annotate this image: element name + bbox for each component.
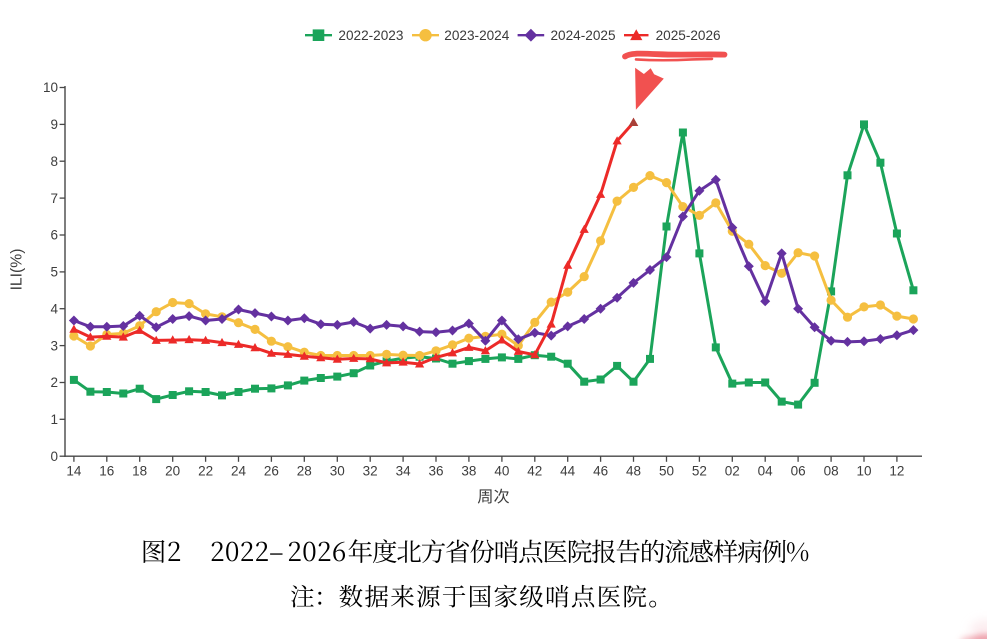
- svg-text:48: 48: [626, 464, 641, 479]
- svg-text:ILI(%): ILI(%): [9, 249, 26, 291]
- svg-text:3: 3: [50, 338, 58, 353]
- svg-text:0: 0: [50, 449, 58, 464]
- svg-text:2022-2023: 2022-2023: [338, 28, 403, 43]
- svg-text:16: 16: [99, 464, 114, 479]
- svg-text:26: 26: [264, 464, 279, 479]
- svg-text:6: 6: [50, 228, 58, 243]
- svg-text:2023-2024: 2023-2024: [444, 28, 509, 43]
- svg-text:50: 50: [659, 464, 674, 479]
- svg-text:08: 08: [824, 464, 839, 479]
- svg-text:7: 7: [50, 191, 58, 206]
- svg-text:22: 22: [198, 464, 213, 479]
- svg-text:2024-2025: 2024-2025: [551, 28, 616, 43]
- svg-text:2: 2: [50, 375, 58, 390]
- svg-text:04: 04: [758, 464, 774, 479]
- svg-text:1: 1: [50, 412, 58, 427]
- svg-text:42: 42: [527, 464, 542, 479]
- svg-text:02: 02: [725, 464, 740, 479]
- svg-text:14: 14: [66, 464, 82, 479]
- svg-text:24: 24: [231, 464, 247, 479]
- svg-text:34: 34: [396, 464, 412, 479]
- svg-text:40: 40: [494, 464, 509, 479]
- svg-text:4: 4: [50, 301, 58, 316]
- svg-text:9: 9: [50, 117, 58, 132]
- svg-text:52: 52: [692, 464, 707, 479]
- svg-text:10: 10: [43, 80, 58, 95]
- svg-text:20: 20: [165, 464, 180, 479]
- svg-text:44: 44: [560, 464, 576, 479]
- svg-text:12: 12: [889, 464, 904, 479]
- svg-text:36: 36: [428, 464, 443, 479]
- svg-text:5: 5: [50, 265, 58, 280]
- svg-text:8: 8: [50, 154, 58, 169]
- svg-text:32: 32: [363, 464, 378, 479]
- svg-text:46: 46: [593, 464, 608, 479]
- svg-text:38: 38: [461, 464, 476, 479]
- svg-text:18: 18: [132, 464, 147, 479]
- svg-text:28: 28: [297, 464, 312, 479]
- svg-text:10: 10: [856, 464, 871, 479]
- svg-text:2025-2026: 2025-2026: [656, 28, 721, 43]
- svg-text:06: 06: [791, 464, 806, 479]
- svg-text:30: 30: [330, 464, 345, 479]
